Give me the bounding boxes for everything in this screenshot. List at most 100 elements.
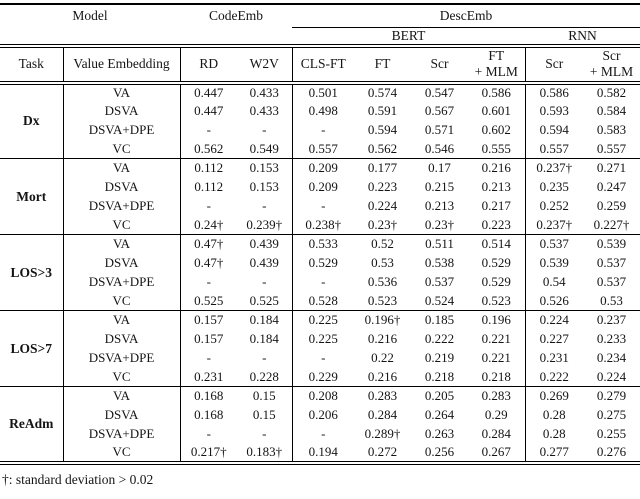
metric-value: 0.252 — [524, 196, 583, 216]
metric-value: 0.433 — [249, 85, 279, 100]
col-header-task: Task — [0, 45, 63, 85]
metric-value: 0.235 — [524, 177, 583, 197]
column-header-row: Task Value Embedding RD W2V CLS-FT FT Sc… — [0, 45, 640, 85]
metric-value: 0.219 — [424, 350, 455, 365]
metric-value: 0.15 — [252, 407, 276, 422]
table-row: VC 0.562 0.549 0.557 0.562 0.546 0.555 0.557 0.5… — [0, 139, 640, 159]
metric-value: - — [179, 272, 237, 292]
metric-value: - — [262, 198, 267, 213]
metric-value: 0.447 — [179, 101, 237, 121]
col-header-ft-mlm-line2: + MLM — [474, 64, 518, 79]
table-row: DSVA 0.447 0.433 0.498 0.591 0.567 0.601 0.593 0… — [0, 101, 640, 121]
metric-value: 0.47† — [179, 253, 237, 273]
metric-value: 0.525 — [179, 291, 237, 311]
metric-value: 0.594 — [367, 122, 398, 137]
metric-value: 0.194 — [291, 443, 354, 465]
col-header-scr-mlm-line2: + MLM — [589, 64, 634, 79]
metric-value: 0.153 — [249, 179, 279, 194]
metric-value: - — [179, 424, 237, 444]
metric-value: 0.221 — [481, 331, 511, 346]
metric-value: 0.538 — [424, 255, 455, 270]
table-row: DSVA 0.168 0.15 0.206 0.284 0.264 0.29 0.28 0.27… — [0, 405, 640, 425]
col-header-ft-mlm: FT + MLM — [468, 45, 525, 85]
task-label: LOS>7 — [0, 310, 63, 387]
metric-value: 0.583 — [596, 122, 627, 137]
metric-value: 0.284 — [367, 407, 398, 422]
metric-value: 0.209 — [291, 177, 354, 197]
task-label: Mort — [0, 158, 63, 235]
metric-value: 0.247 — [596, 179, 627, 194]
metric-value: 0.184 — [249, 312, 279, 328]
metric-value: 0.447 — [179, 82, 237, 102]
metric-value: 0.157 — [179, 310, 237, 330]
value-embedding-type: DSVA — [62, 101, 180, 121]
col-header-scr-rnn: Scr — [524, 45, 583, 85]
value-embedding-type: VA — [62, 310, 180, 330]
value-embedding-type: VC — [62, 139, 180, 159]
metric-value: 0.215 — [424, 179, 455, 194]
metric-value: 0.29 — [484, 407, 508, 422]
metric-value: 0.523 — [354, 291, 411, 311]
metric-value: 0.216 — [354, 367, 411, 387]
metric-value: 0.272 — [354, 443, 411, 465]
metric-value: - — [262, 122, 267, 137]
metric-value: 0.591 — [367, 103, 398, 118]
metric-value: 0.536 — [367, 274, 398, 289]
metric-value: 0.223 — [367, 179, 398, 194]
table-row: DSVA 0.112 0.153 0.209 0.223 0.215 0.213 0.235 0… — [0, 177, 640, 197]
metric-value: 0.601 — [481, 103, 511, 118]
metric-value: 0.439 — [249, 236, 279, 252]
table-row: VC 0.525 0.525 0.528 0.523 0.524 0.523 0.526 0.5… — [0, 291, 640, 311]
metric-value: - — [262, 350, 267, 365]
metric-value: 0.225 — [291, 329, 354, 349]
metric-value: 0.283 — [481, 388, 511, 404]
metric-value: 0.501 — [291, 82, 354, 102]
metric-value: 0.557 — [524, 139, 583, 159]
metric-value: 0.594 — [524, 120, 583, 140]
value-embedding-type: VA — [62, 386, 180, 406]
metric-value: 0.224 — [583, 367, 640, 387]
metric-value: 0.23† — [411, 215, 468, 235]
value-embedding-type: DSVA — [62, 405, 180, 425]
metric-value: 0.529 — [291, 253, 354, 273]
metric-value: 0.168 — [179, 386, 237, 406]
value-embedding-type: DSVA — [62, 177, 180, 197]
metric-value: 0.439 — [249, 255, 279, 270]
metric-value: 0.54 — [524, 272, 583, 292]
metric-value: 0.593 — [524, 101, 583, 121]
table-row: VC 0.24† 0.239† 0.238† 0.23† 0.23† 0.223 0.237†… — [0, 215, 640, 235]
metric-value: 0.525 — [237, 291, 292, 311]
metric-value: 0.225 — [291, 310, 354, 330]
metric-value: 0.279 — [596, 388, 627, 404]
metric-value: 0.222 — [424, 331, 455, 346]
metric-value: 0.52 — [371, 236, 394, 252]
metric-value: 0.557 — [291, 139, 354, 159]
metric-value: - — [291, 196, 354, 216]
metric-value: 0.224 — [524, 310, 583, 330]
metric-value: 0.183† — [237, 443, 292, 465]
metric-value: 0.255 — [596, 426, 627, 441]
metric-value: 0.256 — [411, 443, 468, 465]
metric-value: 0.582 — [596, 85, 627, 100]
col-header-scr-mlm-line1: Scr — [602, 48, 621, 63]
metric-value: 0.514 — [481, 236, 511, 252]
table-row: Dx VA 0.447 0.433 0.501 0.574 0.547 0.586 0.586 0… — [0, 82, 640, 159]
metric-value: 0.196† — [364, 312, 401, 328]
metric-value: 0.196 — [481, 312, 511, 328]
metric-value: 0.153 — [249, 160, 279, 176]
metric-value: 0.498 — [291, 101, 354, 121]
metric-value: - — [262, 426, 267, 441]
metric-value: 0.206 — [291, 405, 354, 425]
metric-value: 0.216 — [481, 160, 511, 176]
table-row: ReAdm VA 0.168 0.15 0.208 0.283 0.205 0.283 0.26… — [0, 386, 640, 465]
col-header-w2v: W2V — [237, 45, 292, 85]
metric-value: 0.218 — [468, 367, 525, 387]
task-label: ReAdm — [0, 386, 63, 465]
metric-value: 0.283 — [367, 388, 398, 404]
metric-value: 0.289† — [364, 426, 401, 441]
table-row: VC 0.231 0.228 0.229 0.216 0.218 0.218 0.222 0.2… — [0, 367, 640, 387]
metric-value: 0.267 — [468, 443, 525, 465]
metric-value: 0.571 — [424, 122, 455, 137]
header-bert: BERT — [292, 27, 525, 48]
